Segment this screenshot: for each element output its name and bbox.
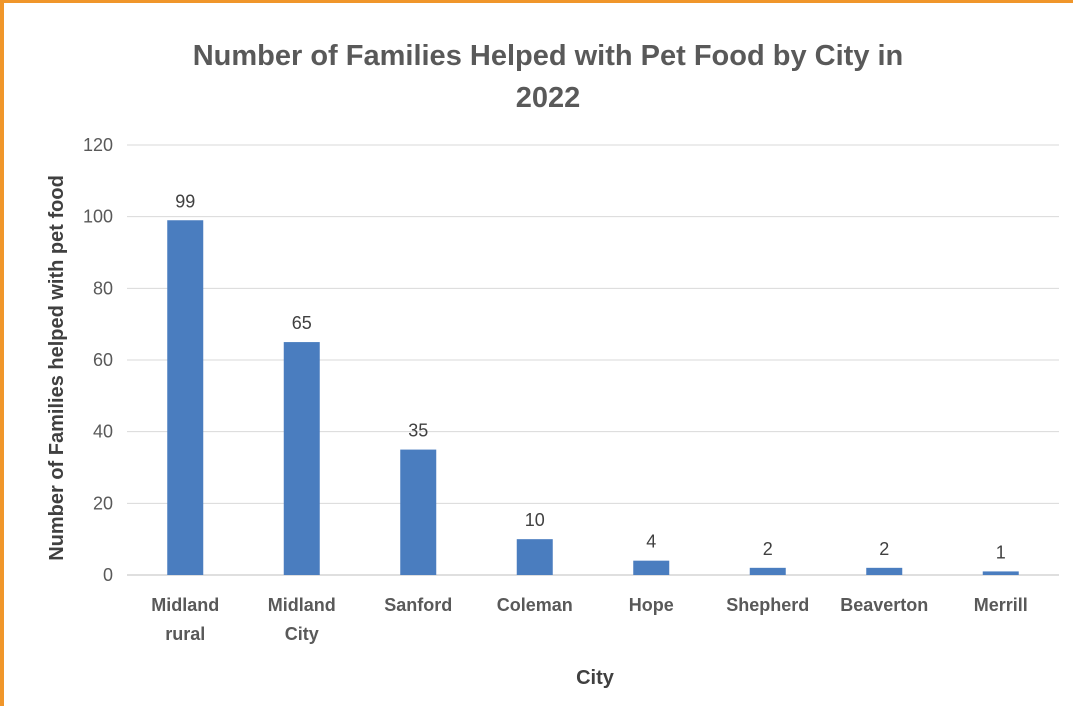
bar [866,567,903,575]
data-label: 2 [763,539,773,559]
data-label: 65 [292,313,312,333]
chart-title-line-2: 2022 [516,82,581,114]
x-axis-categories: Midland rural Midland City Sanford Coleman Hop… [151,595,1028,644]
bar [283,342,320,575]
y-tick-label: 60 [93,350,113,370]
x-tick-label: Sanford [384,595,452,615]
bar [749,567,786,575]
x-tick-label: Shepherd [726,595,809,615]
data-label: 35 [408,421,428,441]
x-axis-title: City [576,667,615,689]
y-axis-ticks: 0 20 40 60 80 100 120 [83,135,113,585]
y-tick-label: 120 [83,135,113,155]
y-axis-title: Number of Families helped with pet food [46,175,68,561]
chart-title-line-1: Number of Families Helped with Pet Food … [193,40,904,72]
y-tick-label: 80 [93,278,113,298]
data-label: 2 [879,539,889,559]
y-tick-label: 0 [103,565,113,585]
x-tick-label: rural [165,624,205,644]
data-label: 10 [525,510,545,530]
data-label: 99 [175,191,195,211]
gridlines [127,144,1059,576]
x-tick-label: Beaverton [840,595,928,615]
bar [400,449,437,575]
chart-title: Number of Families Helped with Pet Food … [193,40,904,114]
x-tick-label: Merrill [974,595,1028,615]
bar [167,220,204,575]
data-label: 1 [996,542,1006,562]
bar [516,539,553,575]
y-tick-label: 100 [83,207,113,227]
data-label: 4 [646,532,656,552]
y-tick-label: 40 [93,422,113,442]
x-tick-label: City [285,624,319,644]
x-tick-label: Midland [151,595,219,615]
y-tick-label: 20 [93,493,113,513]
data-labels: 99 65 35 10 4 2 2 1 [175,191,1006,562]
x-tick-label: Midland [268,595,336,615]
x-tick-label: Coleman [497,595,573,615]
bar-chart: Number of Families Helped with Pet Food … [46,40,1059,689]
bar [633,560,670,575]
bars [167,220,1019,575]
x-tick-label: Hope [629,595,674,615]
bar [982,571,1019,575]
